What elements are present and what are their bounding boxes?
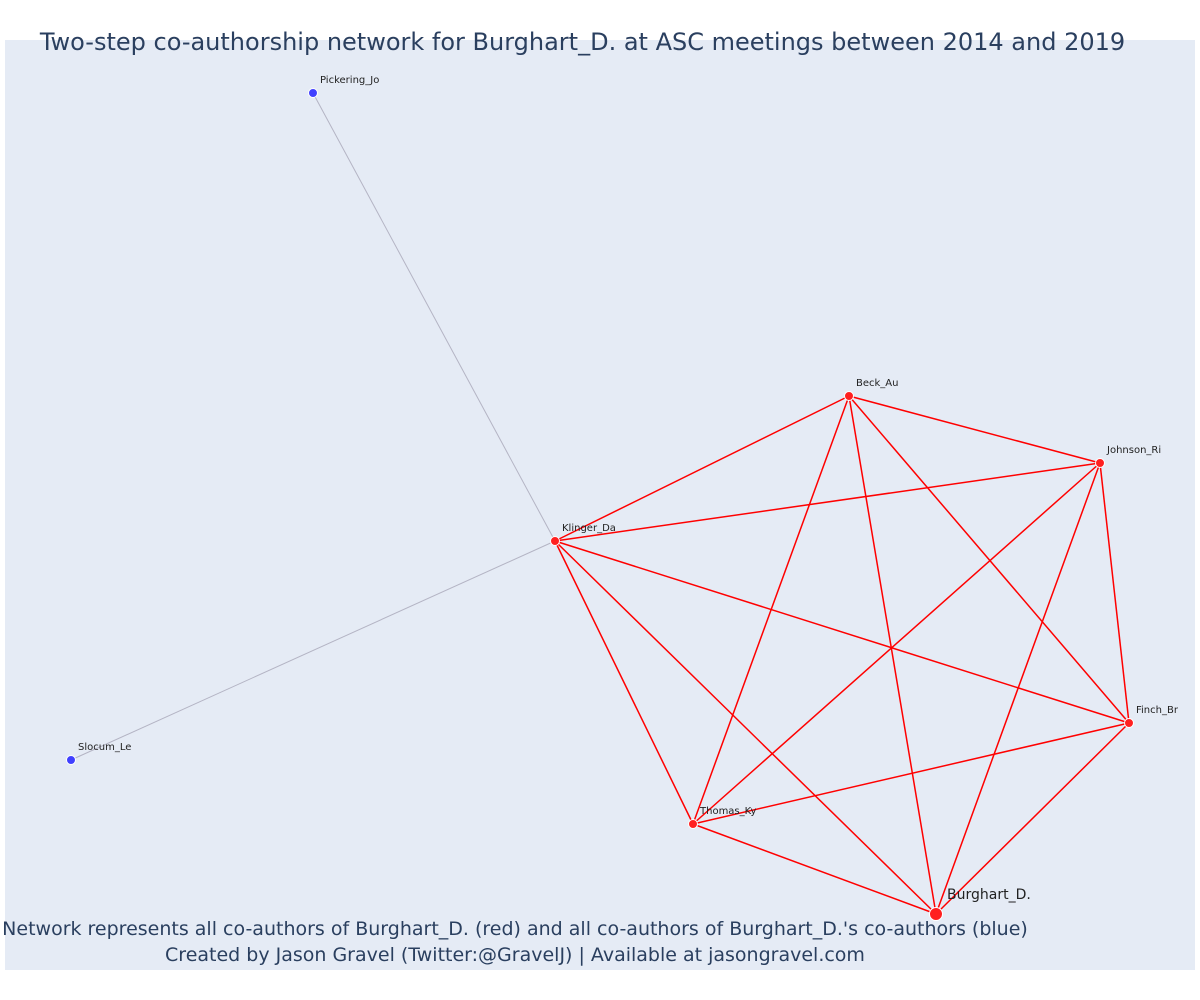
node-label-Finch_Br: Finch_Br bbox=[1136, 705, 1179, 716]
node-Finch_Br[interactable] bbox=[1124, 718, 1134, 728]
node-Pickering_Jo[interactable] bbox=[308, 88, 318, 98]
edge-Johnson_Ri-Burghart_D. bbox=[935, 462, 1101, 915]
edge-Klinger_Da-Burghart_D. bbox=[554, 540, 937, 915]
edge-Beck_Au-Burghart_D. bbox=[848, 395, 937, 915]
node-Burghart_D.[interactable] bbox=[929, 907, 943, 921]
caption-line-1: Network represents all co-authors of Bur… bbox=[2, 918, 1028, 940]
edge-Finch_Br-Burghart_D. bbox=[935, 722, 1130, 915]
edge-Johnson_Ri-Finch_Br bbox=[1099, 462, 1130, 724]
edge-Finch_Br-Thomas_Ky bbox=[692, 722, 1130, 825]
edge-Klinger_Da-Johnson_Ri bbox=[554, 462, 1101, 542]
node-label-Pickering_Jo: Pickering_Jo bbox=[320, 75, 379, 86]
caption-line-2: Created by Jason Gravel (Twitter:@Gravel… bbox=[165, 944, 865, 966]
node-label-Thomas_Ky: Thomas_Ky bbox=[699, 806, 756, 817]
node-label-Burghart_D.: Burghart_D. bbox=[947, 887, 1031, 903]
chart-title: Two-step co-authorship network for Burgh… bbox=[39, 28, 1126, 56]
node-Slocum_Le[interactable] bbox=[66, 755, 76, 765]
node-Beck_Au[interactable] bbox=[844, 391, 854, 401]
edges-layer bbox=[70, 92, 1130, 915]
edge-Beck_Au-Finch_Br bbox=[848, 395, 1130, 724]
node-Thomas_Ky[interactable] bbox=[688, 819, 698, 829]
edge-Klinger_Da-Pickering_Jo bbox=[312, 92, 556, 542]
node-Klinger_Da[interactable] bbox=[550, 536, 560, 546]
nodes-layer bbox=[66, 88, 1134, 921]
node-label-Slocum_Le: Slocum_Le bbox=[78, 742, 131, 753]
edge-Thomas_Ky-Burghart_D. bbox=[692, 823, 937, 915]
edge-Klinger_Da-Slocum_Le bbox=[70, 540, 556, 761]
node-label-Klinger_Da: Klinger_Da bbox=[562, 523, 616, 534]
node-label-Johnson_Ri: Johnson_Ri bbox=[1106, 445, 1161, 456]
plot-area bbox=[5, 40, 1195, 970]
edge-Klinger_Da-Thomas_Ky bbox=[554, 540, 694, 825]
node-label-Beck_Au: Beck_Au bbox=[856, 378, 898, 389]
edge-Johnson_Ri-Thomas_Ky bbox=[692, 462, 1101, 825]
edge-Klinger_Da-Beck_Au bbox=[554, 395, 850, 542]
labels-layer: Pickering_Jo Slocum_Le Beck_Au Johnson_Ri Kl… bbox=[78, 75, 1179, 903]
edge-Beck_Au-Thomas_Ky bbox=[692, 395, 850, 825]
edge-Klinger_Da-Finch_Br bbox=[554, 540, 1130, 724]
edge-Beck_Au-Johnson_Ri bbox=[848, 395, 1101, 464]
node-Johnson_Ri[interactable] bbox=[1095, 458, 1105, 468]
